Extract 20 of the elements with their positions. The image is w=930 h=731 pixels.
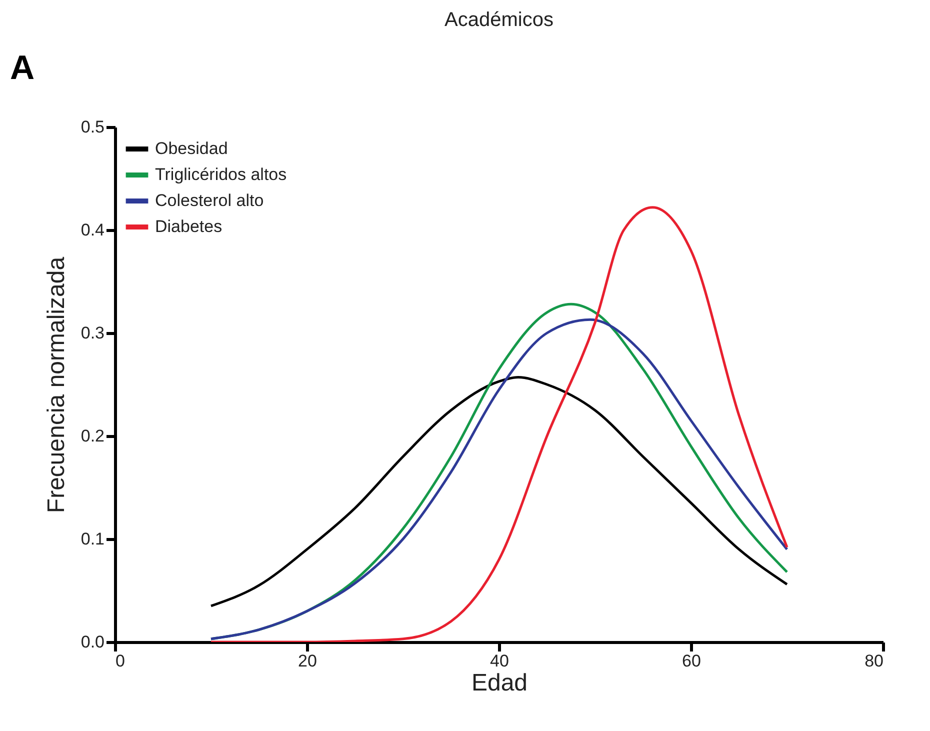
x-tick-label: 40 bbox=[490, 652, 509, 670]
y-axis-title: Frecuencia normalizada bbox=[42, 256, 70, 514]
y-tick-label: 0.0 bbox=[80, 632, 104, 652]
x-axis-title: Edad bbox=[471, 670, 528, 696]
line-series bbox=[210, 376, 788, 608]
y-tick-label: 0.1 bbox=[80, 530, 104, 548]
x-tick-label: 0 bbox=[116, 652, 125, 670]
x-tick-label: 60 bbox=[682, 652, 701, 670]
legend-label: Colesterol alto bbox=[155, 191, 264, 210]
legend-label: Triglicéridos altos bbox=[155, 165, 287, 184]
x-tick-label: 20 bbox=[298, 652, 317, 670]
legend-label: Diabetes bbox=[155, 217, 222, 236]
y-tick-label: 0.5 bbox=[80, 118, 104, 136]
y-tick-label: 0.4 bbox=[80, 220, 104, 240]
legend-label: Obesidad bbox=[155, 139, 228, 158]
chart-title: Académicos bbox=[444, 9, 554, 31]
y-tick-label: 0.3 bbox=[80, 324, 104, 342]
text: A bbox=[10, 49, 35, 87]
x-tick-label: 80 bbox=[864, 652, 884, 670]
y-tick-label: 0.2 bbox=[80, 426, 104, 446]
